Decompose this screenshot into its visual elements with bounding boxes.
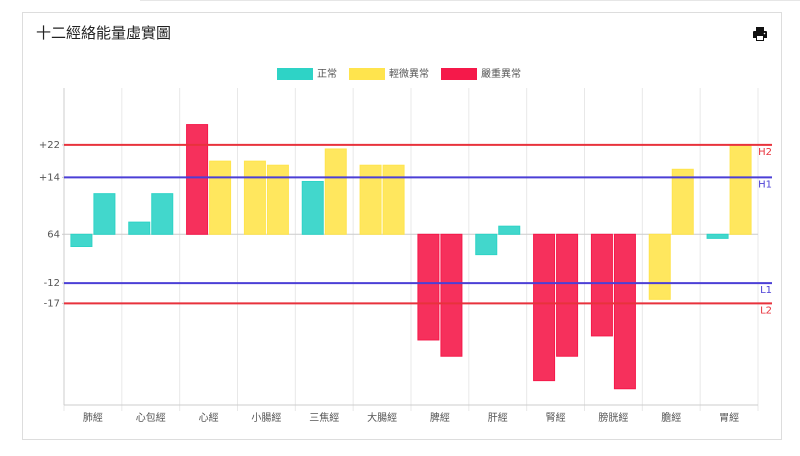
top-edge (140, 0, 800, 1)
chart-title: 十二經絡能量虛實圖 (36, 24, 172, 42)
card (22, 12, 782, 440)
print-button[interactable] (752, 26, 768, 42)
